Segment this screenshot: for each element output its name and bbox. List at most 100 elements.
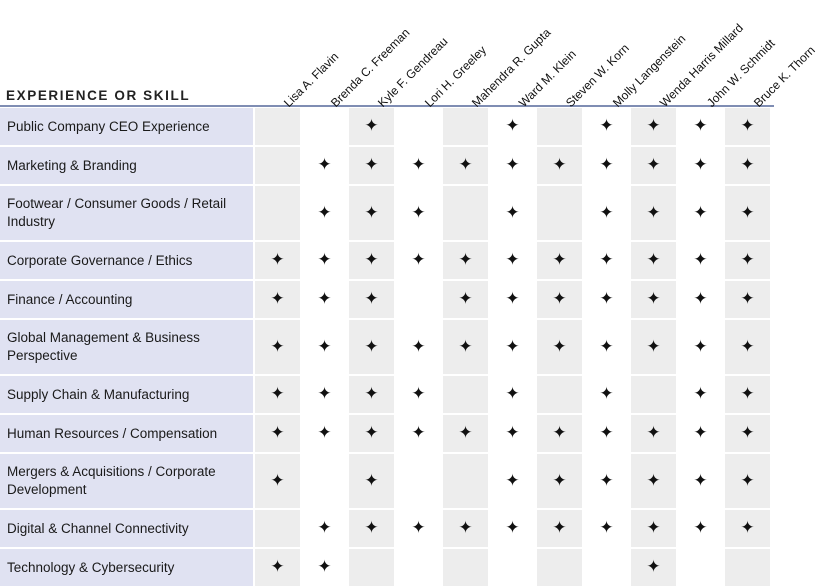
matrix-cell: ✦ — [584, 242, 629, 279]
matrix-cell: ✦ — [490, 320, 535, 374]
matrix-cell: ✦ — [584, 147, 629, 184]
matrix-cell: ✦ — [396, 320, 441, 374]
matrix-cell: ✦ — [255, 549, 300, 586]
star-icon: ✦ — [270, 336, 285, 357]
star-icon: ✦ — [693, 116, 708, 136]
star-icon: ✦ — [693, 202, 708, 223]
star-icon: ✦ — [317, 557, 332, 577]
matrix-cell — [537, 549, 582, 586]
matrix-cell — [302, 454, 347, 508]
matrix-cell — [255, 186, 300, 240]
matrix-cell: ✦ — [537, 242, 582, 279]
matrix-cell: ✦ — [349, 454, 394, 508]
star-icon: ✦ — [364, 116, 379, 136]
star-icon: ✦ — [505, 336, 520, 357]
matrix-cell: ✦ — [631, 320, 676, 374]
star-icon: ✦ — [599, 155, 614, 175]
matrix-cell: ✦ — [396, 242, 441, 279]
star-icon: ✦ — [552, 289, 567, 309]
matrix-cell: ✦ — [725, 186, 770, 240]
matrix-cell: ✦ — [584, 454, 629, 508]
star-icon: ✦ — [364, 250, 379, 270]
matrix-cell — [725, 549, 770, 586]
matrix-cell: ✦ — [349, 108, 394, 145]
star-icon: ✦ — [505, 250, 520, 270]
matrix-cell: ✦ — [490, 376, 535, 413]
matrix-cell — [396, 281, 441, 318]
star-icon: ✦ — [693, 155, 708, 175]
star-icon: ✦ — [317, 250, 332, 270]
matrix-cell: ✦ — [537, 510, 582, 547]
star-icon: ✦ — [270, 384, 285, 404]
star-icon: ✦ — [740, 289, 755, 309]
star-icon: ✦ — [599, 250, 614, 270]
matrix-cell: ✦ — [631, 108, 676, 145]
matrix-cell: ✦ — [490, 281, 535, 318]
matrix-cell — [396, 454, 441, 508]
matrix-cell: ✦ — [537, 415, 582, 452]
matrix-cell — [537, 186, 582, 240]
star-icon: ✦ — [646, 202, 661, 223]
matrix-cell: ✦ — [255, 376, 300, 413]
skill-label: Global Management & Business Perspective — [0, 320, 253, 374]
matrix-cell: ✦ — [490, 108, 535, 145]
star-icon: ✦ — [270, 557, 285, 577]
matrix-cell: ✦ — [678, 108, 723, 145]
star-icon: ✦ — [411, 250, 426, 270]
matrix-cell: ✦ — [584, 281, 629, 318]
star-icon: ✦ — [364, 423, 379, 443]
star-icon: ✦ — [646, 155, 661, 175]
matrix-cell: ✦ — [349, 320, 394, 374]
matrix-cell: ✦ — [678, 376, 723, 413]
matrix-cell: ✦ — [443, 242, 488, 279]
matrix-cell: ✦ — [443, 320, 488, 374]
matrix-cell — [443, 454, 488, 508]
matrix-cell: ✦ — [302, 281, 347, 318]
matrix-cell: ✦ — [302, 549, 347, 586]
star-icon: ✦ — [505, 470, 520, 491]
matrix-cell: ✦ — [302, 147, 347, 184]
star-icon: ✦ — [693, 384, 708, 404]
matrix-cell: ✦ — [725, 108, 770, 145]
matrix-cell: ✦ — [537, 320, 582, 374]
matrix-cell: ✦ — [631, 549, 676, 586]
star-icon: ✦ — [552, 336, 567, 357]
star-icon: ✦ — [552, 470, 567, 491]
star-icon: ✦ — [317, 518, 332, 538]
star-icon: ✦ — [270, 423, 285, 443]
star-icon: ✦ — [740, 250, 755, 270]
matrix-cell: ✦ — [584, 108, 629, 145]
matrix-cell: ✦ — [396, 186, 441, 240]
star-icon: ✦ — [364, 384, 379, 404]
matrix-cell: ✦ — [396, 510, 441, 547]
star-icon: ✦ — [458, 336, 473, 357]
star-icon: ✦ — [317, 202, 332, 223]
header-rule — [0, 105, 774, 107]
matrix-cell: ✦ — [349, 186, 394, 240]
matrix-cell: ✦ — [302, 510, 347, 547]
matrix-cell: ✦ — [302, 320, 347, 374]
matrix-cell — [255, 147, 300, 184]
matrix-cell: ✦ — [349, 147, 394, 184]
star-icon: ✦ — [646, 470, 661, 491]
skill-label: Finance / Accounting — [0, 281, 253, 318]
matrix-cell: ✦ — [443, 510, 488, 547]
star-icon: ✦ — [458, 250, 473, 270]
matrix-cell: ✦ — [725, 147, 770, 184]
star-icon: ✦ — [270, 289, 285, 309]
matrix-cell: ✦ — [678, 510, 723, 547]
star-icon: ✦ — [740, 202, 755, 223]
star-icon: ✦ — [317, 423, 332, 443]
matrix-cell: ✦ — [490, 147, 535, 184]
star-icon: ✦ — [599, 518, 614, 538]
star-icon: ✦ — [740, 423, 755, 443]
matrix-cell: ✦ — [631, 242, 676, 279]
star-icon: ✦ — [364, 289, 379, 309]
star-icon: ✦ — [317, 155, 332, 175]
star-icon: ✦ — [599, 336, 614, 357]
star-icon: ✦ — [740, 384, 755, 404]
matrix-cell: ✦ — [584, 376, 629, 413]
star-icon: ✦ — [458, 289, 473, 309]
star-icon: ✦ — [505, 202, 520, 223]
matrix-cell: ✦ — [255, 415, 300, 452]
